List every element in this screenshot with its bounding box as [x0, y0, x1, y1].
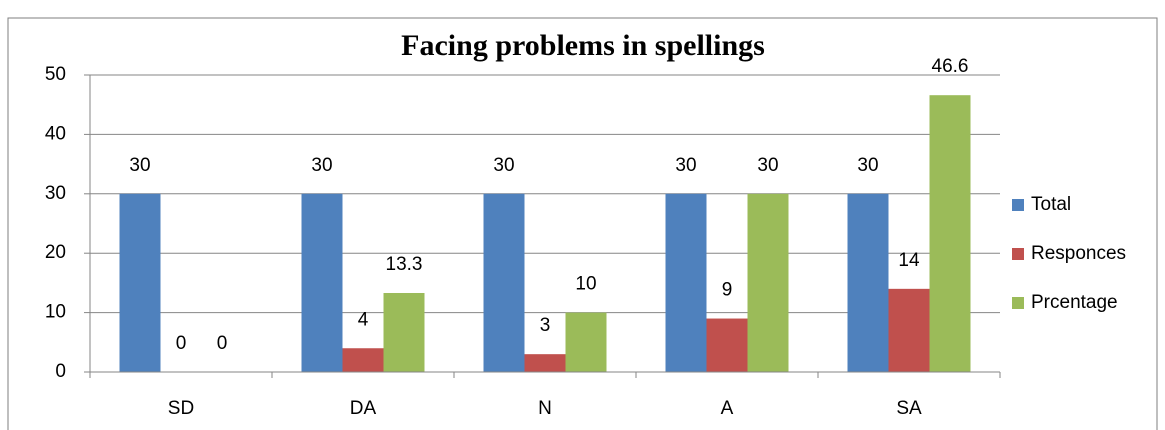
data-label: 10: [575, 274, 596, 295]
y-tick-label: 30: [45, 183, 66, 204]
x-tick-label: DA: [350, 398, 377, 419]
bar: [706, 318, 748, 372]
bar: [119, 193, 161, 372]
x-tick-label: SA: [896, 398, 922, 419]
bar: [524, 354, 566, 372]
bar: [929, 95, 971, 373]
data-label: 9: [722, 280, 733, 301]
data-label: 30: [493, 155, 514, 176]
chart-title: Facing problems in spellings: [401, 29, 765, 62]
x-tick-label: SD: [168, 398, 194, 419]
bar: [301, 193, 343, 372]
y-tick-label: 50: [45, 64, 66, 85]
data-label: 30: [675, 155, 696, 176]
data-label: 30: [857, 155, 878, 176]
legend-label: Responces: [1031, 243, 1126, 264]
x-tick-label: N: [538, 398, 552, 419]
legend-label: Total: [1031, 194, 1071, 215]
bar: [747, 193, 789, 372]
legend-swatch: [1012, 297, 1024, 309]
bar: [383, 292, 425, 372]
y-tick-label: 40: [45, 123, 66, 144]
bar: [483, 193, 525, 372]
data-label: 30: [129, 155, 150, 176]
data-label: 46.6: [932, 56, 969, 77]
data-label: 14: [898, 250, 920, 271]
data-label: 4: [358, 309, 369, 330]
legend-swatch: [1012, 248, 1024, 260]
data-label: 0: [176, 333, 187, 354]
data-label: 30: [311, 155, 332, 176]
y-tick-label: 0: [55, 361, 66, 382]
bar: [565, 312, 607, 372]
data-label: 0: [217, 333, 228, 354]
data-label: 13.3: [386, 254, 423, 275]
bar: [342, 348, 384, 372]
data-label: 30: [757, 155, 778, 176]
bar: [665, 193, 707, 372]
legend-label: Prcentage: [1031, 292, 1118, 313]
y-tick-label: 20: [45, 242, 66, 263]
bar: [847, 193, 889, 372]
x-tick-label: A: [721, 398, 734, 419]
bar: [888, 288, 930, 372]
legend-swatch: [1012, 199, 1024, 211]
y-tick-label: 10: [45, 302, 66, 323]
data-label: 3: [540, 315, 551, 336]
